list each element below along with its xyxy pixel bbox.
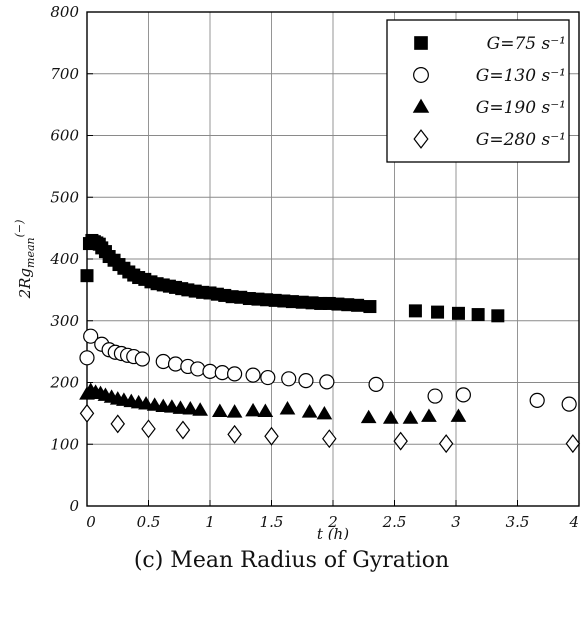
mean-radius-of-gyration-chart: 0 0.5 1 1.5 2 2.5 3 3.5 4 0 100 200 300 400 500 600 700 8… xyxy=(13,3,581,540)
data-point-circle xyxy=(281,371,297,387)
data-point-diamond xyxy=(393,431,408,451)
data-point-circle xyxy=(190,361,206,377)
data-point-circle xyxy=(298,373,314,389)
series-square xyxy=(80,233,505,323)
x-axis-label: t (h) xyxy=(317,525,349,540)
data-point-triangle xyxy=(279,401,296,415)
data-point-triangle xyxy=(421,408,437,422)
data-point-triangle xyxy=(212,403,228,417)
series-triangle xyxy=(79,382,467,424)
y-axis-label-base: 2Rg xyxy=(16,268,34,299)
data-point-circle xyxy=(427,388,443,404)
data-series xyxy=(79,233,581,454)
data-point-triangle xyxy=(360,409,377,424)
data-point-diamond xyxy=(141,419,156,439)
y-axis-label-sup: (−) xyxy=(13,220,26,238)
data-point-square xyxy=(341,298,355,312)
data-point-diamond xyxy=(175,420,191,440)
legend-label: G=190 s⁻¹ xyxy=(476,98,566,118)
y-tick-label: 800 xyxy=(50,3,79,21)
y-tick-label: 500 xyxy=(50,188,79,206)
figure-caption: (c) Mean Radius of Gyration xyxy=(133,548,450,573)
y-tick-label: 700 xyxy=(50,65,79,83)
legend-items: G=75 s⁻¹ G=130 s⁻¹ G=190 s⁻¹ G=280 s⁻¹ xyxy=(412,34,566,150)
x-tick-label: 2 xyxy=(327,513,338,531)
data-point-diamond xyxy=(79,403,95,423)
data-point-square xyxy=(80,269,94,283)
legend-marker-square xyxy=(414,36,428,50)
data-point-circle xyxy=(155,353,171,370)
legend-label: G=75 s⁻¹ xyxy=(487,34,566,54)
data-point-triangle xyxy=(316,405,333,420)
data-point-square xyxy=(331,297,345,311)
series-circle xyxy=(79,328,577,412)
data-point-square xyxy=(295,295,309,309)
data-point-triangle xyxy=(382,410,399,424)
axis-ticks: 0 0.5 1 1.5 2 2.5 3 3.5 4 0 100 200 300 400 500 600 700 8… xyxy=(49,3,580,531)
data-point-diamond xyxy=(110,414,126,434)
data-point-circle xyxy=(260,369,276,386)
legend-marker-diamond xyxy=(413,129,429,149)
x-tick-label: 1.5 xyxy=(260,513,284,531)
y-tick-label: 400 xyxy=(49,250,79,268)
y-axis-label-sub: mean xyxy=(24,237,37,268)
data-point-diamond xyxy=(227,424,242,444)
x-tick-label: 1 xyxy=(205,513,215,531)
y-tick-label: 200 xyxy=(49,374,79,392)
legend-label: G=130 s⁻¹ xyxy=(476,66,566,86)
data-point-triangle xyxy=(301,404,318,418)
data-point-diamond xyxy=(565,434,581,454)
data-point-triangle xyxy=(450,408,467,422)
data-point-circle xyxy=(368,376,384,392)
data-point-triangle xyxy=(182,401,199,415)
y-tick-label: 0 xyxy=(69,497,79,515)
data-point-square xyxy=(451,306,465,320)
x-tick-label: 4 xyxy=(568,513,579,531)
data-point-square xyxy=(491,309,505,323)
data-point-square xyxy=(471,308,485,322)
data-point-circle xyxy=(561,396,577,412)
data-point-square xyxy=(351,298,365,312)
y-tick-label: 300 xyxy=(50,312,79,330)
x-tick-label: 0 xyxy=(86,513,96,531)
data-point-diamond xyxy=(438,434,454,454)
data-point-diamond xyxy=(322,429,337,449)
data-point-triangle xyxy=(257,403,274,417)
data-point-circle xyxy=(227,366,243,382)
data-point-square xyxy=(408,304,422,318)
legend-marker-triangle xyxy=(412,98,430,113)
data-point-circle xyxy=(134,351,150,367)
data-point-triangle xyxy=(226,404,243,418)
data-point-circle xyxy=(455,387,471,403)
data-point-triangle xyxy=(245,402,261,417)
data-point-triangle xyxy=(402,410,419,424)
legend-label: G=280 s⁻¹ xyxy=(476,130,566,150)
data-point-triangle xyxy=(172,400,189,414)
data-point-square xyxy=(431,305,445,319)
series-diamond xyxy=(79,403,581,454)
data-point-triangle xyxy=(192,402,208,416)
data-point-circle xyxy=(83,328,99,344)
legend-marker-circle xyxy=(413,67,429,83)
x-tick-label: 0.5 xyxy=(137,513,161,531)
y-tick-label: 600 xyxy=(50,127,79,145)
data-point-circle xyxy=(319,374,335,390)
x-tick-label: 2.5 xyxy=(382,513,407,531)
data-point-circle xyxy=(167,356,184,372)
data-point-square xyxy=(285,295,299,309)
data-point-circle xyxy=(529,392,545,409)
data-point-circle xyxy=(245,367,261,383)
legend: G=75 s⁻¹ G=130 s⁻¹ G=190 s⁻¹ G=280 s⁻¹ xyxy=(386,19,570,163)
data-point-circle xyxy=(79,350,95,366)
svg-text:2Rgmean(−): 2Rgmean(−) xyxy=(13,220,37,300)
data-point-square xyxy=(363,300,377,314)
x-tick-label: 3.5 xyxy=(506,513,530,531)
y-tick-label: 100 xyxy=(50,435,79,453)
y-axis-label: 2Rgmean(−) xyxy=(13,220,37,300)
x-tick-label: 3 xyxy=(451,513,461,531)
data-point-diamond xyxy=(264,426,279,446)
